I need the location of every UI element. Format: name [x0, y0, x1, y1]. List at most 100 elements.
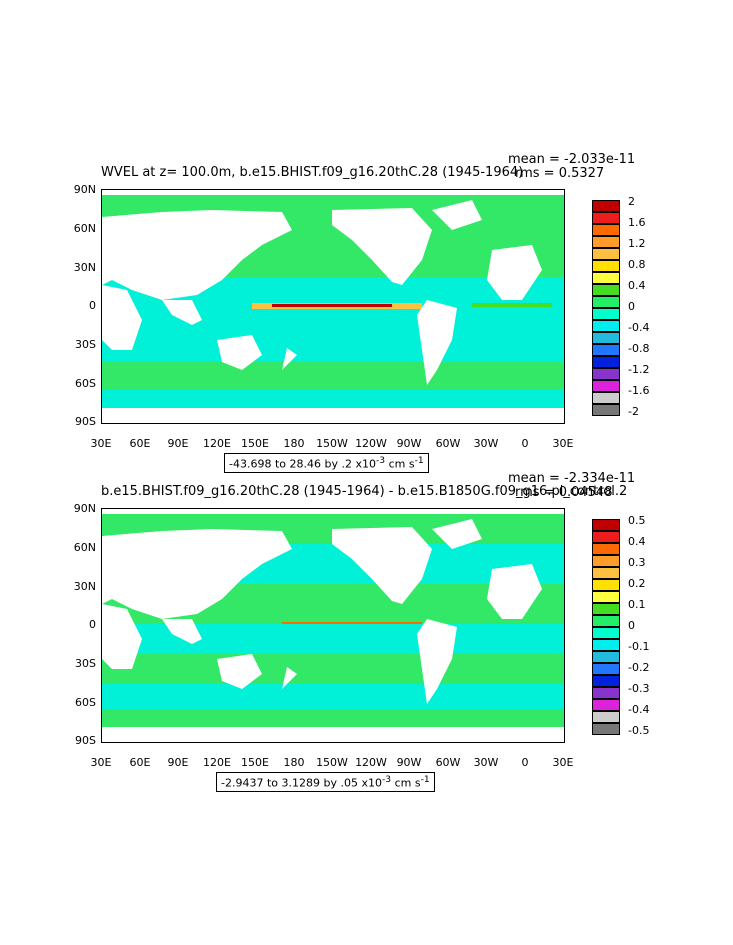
- colorbar-swatch: [592, 284, 620, 296]
- colorbar-label: 0.8: [628, 258, 646, 271]
- range-unit: cm s: [391, 776, 421, 790]
- x-tick-label: 60E: [129, 437, 151, 450]
- y-tick-label: 60S: [75, 696, 96, 709]
- colorbar-label: 0.2: [628, 577, 646, 590]
- rms-stat: rms = 0.04548: [515, 485, 613, 500]
- x-tick-label: 90E: [167, 437, 189, 450]
- colorbar-label: -0.4: [628, 703, 650, 716]
- colorbar-swatch: [592, 368, 620, 380]
- contour-range-box: -43.698 to 28.46 by .2 x10-3 cm s-1: [224, 453, 429, 473]
- map-plot: [101, 189, 565, 424]
- colorbar-swatch: [592, 356, 620, 368]
- colorbar-swatch: [592, 555, 620, 567]
- x-tick-label: 120W: [355, 437, 387, 450]
- x-tick-label: 120E: [203, 756, 231, 769]
- colorbar-label: -0.3: [628, 682, 650, 695]
- x-tick-label: 90W: [396, 756, 422, 769]
- colorbar-label: 1.2: [628, 237, 646, 250]
- colorbar-swatch: [592, 332, 620, 344]
- colorbar-swatch: [592, 344, 620, 356]
- x-tick-label: 90W: [396, 437, 422, 450]
- colorbar-label: -0.4: [628, 321, 650, 334]
- x-tick-label: 30E: [552, 437, 574, 450]
- x-tick-label: 90E: [167, 756, 189, 769]
- colorbar-label: 0.5: [628, 514, 646, 527]
- colorbar-label: -0.1: [628, 640, 650, 653]
- colorbar-swatch: [592, 296, 620, 308]
- x-tick-label: 60E: [129, 756, 151, 769]
- colorbar-swatch: [592, 615, 620, 627]
- world-map: [102, 509, 564, 742]
- range-unit-exponent: -1: [414, 455, 424, 466]
- colorbar-swatch: [592, 711, 620, 723]
- contour-range-box: -2.9437 to 3.1289 by .05 x10-3 cm s-1: [216, 772, 435, 792]
- panel-title: b.e15.BHIST.f09_g16.20thC.28 (1945-1964)…: [101, 484, 628, 499]
- rms-stat: rms = 0.5327: [515, 166, 605, 181]
- colorbar-label: -0.8: [628, 342, 650, 355]
- colorbar-swatch: [592, 639, 620, 651]
- range-exponent: -3: [375, 455, 386, 466]
- y-tick-label: 30N: [73, 580, 96, 593]
- y-tick-label: 90S: [75, 734, 96, 747]
- x-tick-label: 30E: [90, 756, 112, 769]
- x-tick-label: 150E: [241, 437, 269, 450]
- x-tick-label: 150E: [241, 756, 269, 769]
- colorbar-swatch: [592, 224, 620, 236]
- colorbar-swatch: [592, 308, 620, 320]
- colorbar-label: 0.4: [628, 535, 646, 548]
- x-tick-label: 120E: [203, 437, 231, 450]
- colorbar-label: -0.2: [628, 661, 650, 674]
- colorbar-swatch: [592, 603, 620, 615]
- colorbar-label: -1.2: [628, 363, 650, 376]
- y-tick-label: 0: [89, 299, 96, 312]
- y-tick-label: 90N: [73, 183, 96, 196]
- colorbar-swatch: [592, 675, 620, 687]
- x-tick-label: 60W: [435, 756, 461, 769]
- range-text: -2.9437 to 3.1289 by .05 x10: [221, 776, 382, 790]
- colorbar: 2 1.6 1.2 0.8 0.4 0 -0.4 -0.8 -1.2 -1.6 …: [592, 195, 692, 418]
- y-tick-label: 60N: [73, 541, 96, 554]
- y-tick-label: 0: [89, 618, 96, 631]
- colorbar-swatch: [592, 260, 620, 272]
- colorbar-swatch: [592, 651, 620, 663]
- x-tick-label: 180: [283, 756, 305, 769]
- y-tick-label: 60S: [75, 377, 96, 390]
- x-tick-label: 30W: [473, 756, 499, 769]
- colorbar-swatch: [592, 380, 620, 392]
- colorbar-swatch: [592, 392, 620, 404]
- colorbar-label: 0: [628, 300, 635, 313]
- colorbar-swatch: [592, 404, 620, 416]
- x-tick-label: 0: [521, 756, 529, 769]
- colorbar-swatch: [592, 627, 620, 639]
- colorbar-swatch: [592, 320, 620, 332]
- colorbar-label: 0.4: [628, 279, 646, 292]
- colorbar-label: 0.3: [628, 556, 646, 569]
- y-tick-label: 30N: [73, 261, 96, 274]
- range-text: -43.698 to 28.46 by .2 x10: [229, 457, 376, 471]
- colorbar-swatch: [592, 531, 620, 543]
- colorbar: 0.5 0.4 0.3 0.2 0.1 0 -0.1 -0.2 -0.3 -0.…: [592, 514, 692, 737]
- colorbar-label: 0: [628, 619, 635, 632]
- map-plot: [101, 508, 565, 743]
- colorbar-swatch: [592, 687, 620, 699]
- colorbar-label: 1.6: [628, 216, 646, 229]
- y-tick-label: 90N: [73, 502, 96, 515]
- colorbar-label: -0.5: [628, 724, 650, 737]
- y-tick-label: 30S: [75, 657, 96, 670]
- colorbar-label: -2: [628, 405, 639, 418]
- colorbar-swatch: [592, 663, 620, 675]
- colorbar-swatch: [592, 591, 620, 603]
- x-tick-label: 150W: [316, 756, 348, 769]
- x-tick-label: 30W: [473, 437, 499, 450]
- colorbar-swatch: [592, 543, 620, 555]
- panel-title: WVEL at z= 100.0m, b.e15.BHIST.f09_g16.2…: [101, 165, 524, 180]
- range-unit-exponent: -1: [420, 774, 430, 785]
- colorbar-swatch: [592, 248, 620, 260]
- colorbar-label: 0.1: [628, 598, 646, 611]
- y-tick-label: 90S: [75, 415, 96, 428]
- colorbar-swatch: [592, 236, 620, 248]
- world-map: [102, 190, 564, 423]
- colorbar-swatch: [592, 699, 620, 711]
- mean-stat: mean = -2.334e-11: [508, 471, 636, 486]
- x-tick-label: 0: [521, 437, 529, 450]
